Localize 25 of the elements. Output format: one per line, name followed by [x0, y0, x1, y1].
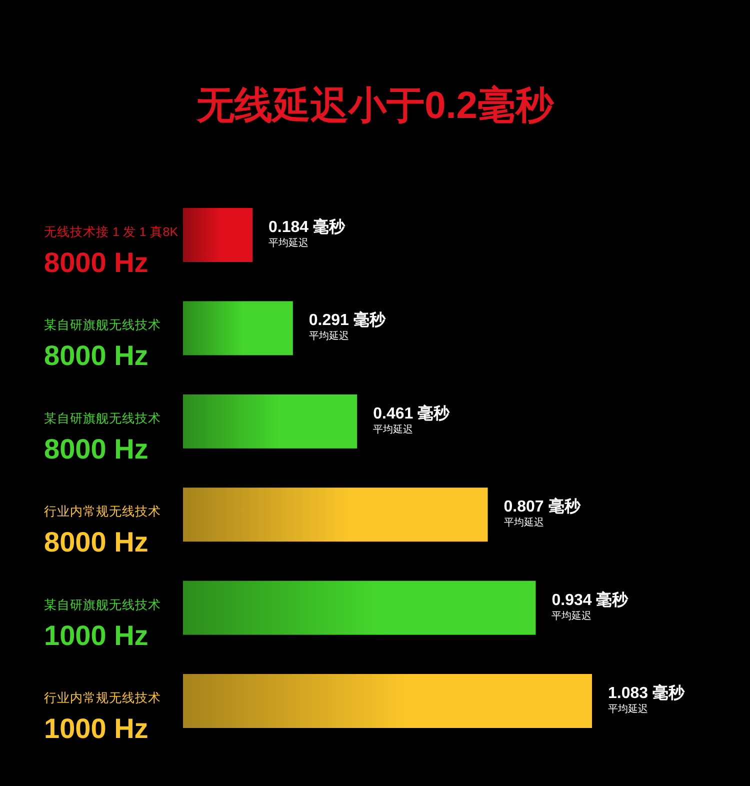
- bar: [183, 488, 488, 542]
- annotation: 平均延迟: [308, 330, 349, 342]
- chart-title: 无线延迟小于0.2毫秒: [196, 84, 554, 127]
- y-tick-label: 无线技术接 1 发 1 真8K 8000 Hz: [44, 225, 179, 278]
- annotation: 平均延迟: [504, 516, 544, 529]
- y-tick-label: 某自研旗舰无线技术 8000 Hz: [44, 318, 161, 372]
- bar: [183, 580, 536, 635]
- bar: [183, 208, 252, 262]
- data-label: 0.461 毫秒: [373, 403, 451, 422]
- y-tick-label: 行业内常规无线技术 8000 Hz: [44, 504, 161, 558]
- annotation: 平均延迟: [268, 237, 308, 249]
- bar: [183, 674, 592, 728]
- y-tick-label: 行业内常规无线技术 1000 Hz: [44, 691, 161, 744]
- y-tick-label: 某自研旗舰无线技术 1000 Hz: [44, 598, 161, 651]
- annotation: 平均延迟: [552, 610, 592, 622]
- data-label: 0.934 毫秒: [552, 590, 630, 609]
- bar: [183, 301, 293, 356]
- data-label: 1.083 毫秒: [608, 683, 686, 702]
- data-label: 0.807 毫秒: [504, 496, 582, 516]
- annotation: 平均延迟: [373, 423, 414, 436]
- text: 平均延迟: [608, 703, 648, 715]
- data-label: 0.291 毫秒: [308, 310, 386, 330]
- data-label: 0.184 毫秒: [268, 217, 346, 236]
- bar: [183, 394, 358, 448]
- y-tick-label: 某自研旗舰无线技术 8000 Hz: [44, 411, 161, 464]
